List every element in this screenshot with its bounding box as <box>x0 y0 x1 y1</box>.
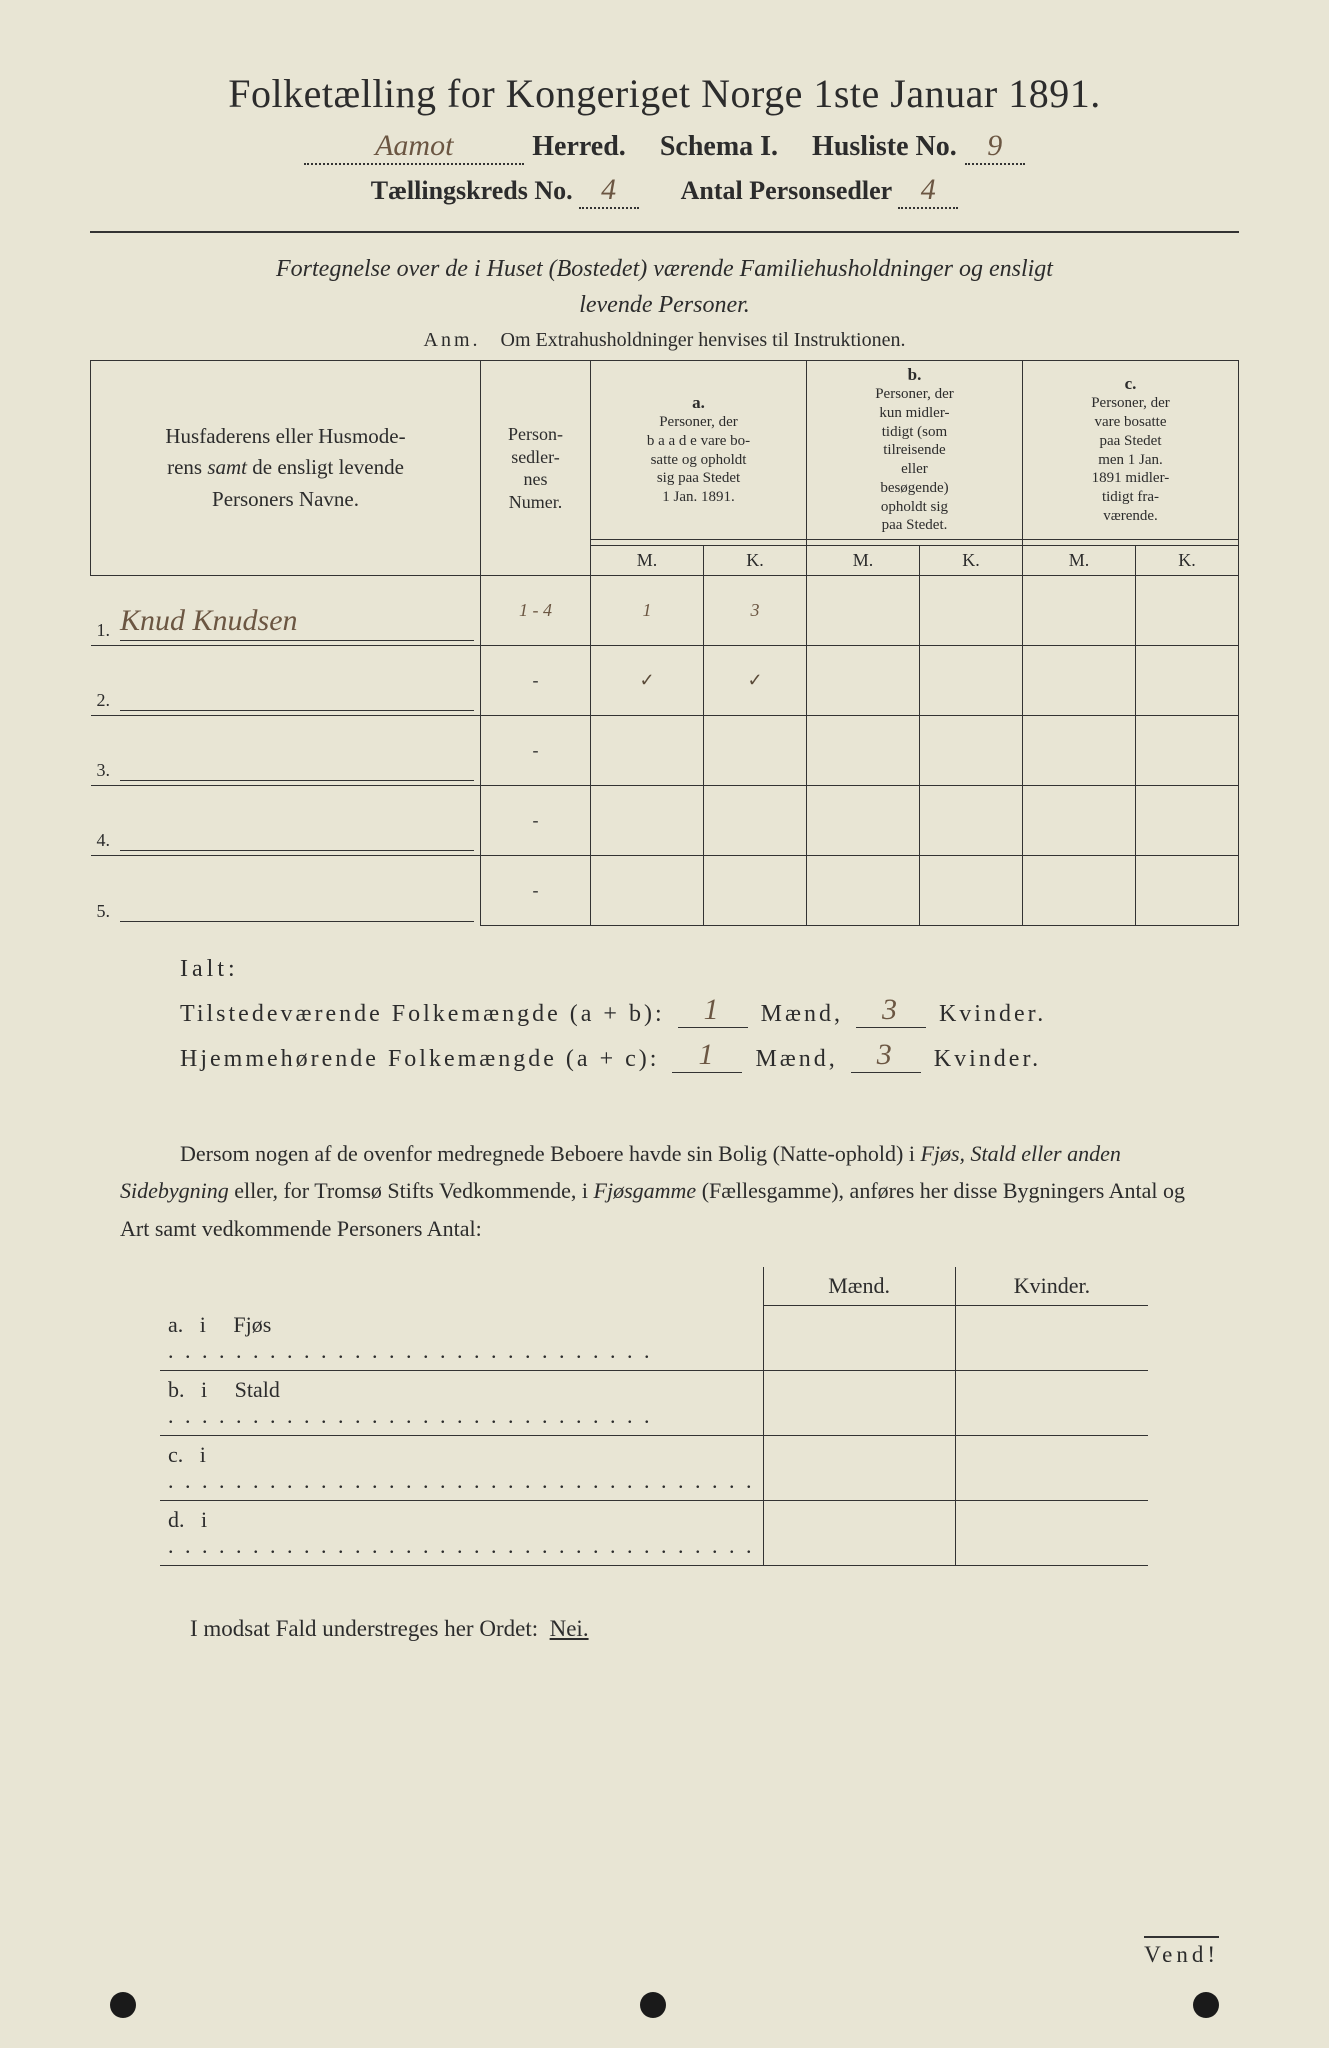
punch-hole-icon <box>1193 1992 1219 2018</box>
kreds-value: 4 <box>579 173 639 209</box>
nei-word: Nei. <box>550 1616 589 1641</box>
page-title: Folketælling for Kongeriget Norge 1ste J… <box>90 70 1239 117</box>
schema-label: Schema I. <box>660 131 778 163</box>
kreds-label: Tællingskreds No. <box>371 176 573 206</box>
husliste-value: 9 <box>965 129 1025 165</box>
col-b-k: K. <box>920 546 1023 576</box>
herred-value: Aamot <box>304 129 524 165</box>
side-row: b. i Stald . . . . . . . . . . . . . . .… <box>160 1370 1148 1435</box>
divider <box>90 231 1239 233</box>
side-building-table: Mænd. Kvinder. a. i Fjøs . . . . . . . .… <box>160 1267 1148 1566</box>
row-personnum: 1 - 4 <box>481 576 591 646</box>
subhead-line1: Fortegnelse over de i Huset (Bostedet) v… <box>276 256 1053 282</box>
row-num: 4. <box>97 830 111 851</box>
side-kvinder: Kvinder. <box>955 1267 1148 1306</box>
row-chk-m: ✓ <box>591 646 704 716</box>
col-a-m: M. <box>591 546 704 576</box>
herred-label: Herred. <box>532 131 626 163</box>
side-row: a. i Fjøs . . . . . . . . . . . . . . . … <box>160 1306 1148 1371</box>
row-num: 3. <box>97 760 111 781</box>
ialt-row-2: Hjemmehørende Folkemængde (a + c): 1 Mæn… <box>180 1040 1239 1075</box>
row-a-k: 3 <box>704 576 807 646</box>
col-header-c: c. Personer, dervare bosattepaa Stedetme… <box>1022 361 1238 540</box>
row-personnum: - <box>481 786 591 856</box>
table-row: 5. - <box>91 856 1239 926</box>
l1-m: 1 <box>678 993 748 1028</box>
side-row: c. i . . . . . . . . . . . . . . . . . .… <box>160 1435 1148 1500</box>
l2-m: 1 <box>672 1038 742 1073</box>
subheading: Fortegnelse over de i Huset (Bostedet) v… <box>90 251 1239 323</box>
antal-value: 4 <box>898 173 958 209</box>
col-a-k: K. <box>704 546 807 576</box>
household-table: Husfaderens eller Husmode-rens samt de e… <box>90 360 1239 926</box>
row-personnum: - <box>481 716 591 786</box>
row-a-m: 1 <box>591 576 704 646</box>
table-row: 3. - <box>91 716 1239 786</box>
row-name: Knud Knudsen <box>120 604 298 638</box>
census-form-page: Folketælling for Kongeriget Norge 1ste J… <box>0 0 1329 2048</box>
row-personnum: - <box>481 856 591 926</box>
row-personnum: - <box>481 646 591 716</box>
col-c-k: K. <box>1136 546 1239 576</box>
col-c-m: M. <box>1022 546 1135 576</box>
husliste-label: Husliste No. <box>812 131 957 163</box>
col-header-name: Husfaderens eller Husmode-rens samt de e… <box>91 361 481 576</box>
ialt-row-1: Tilstedeværende Folkemængde (a + b): 1 M… <box>180 995 1239 1030</box>
subhead-line2: levende Personer. <box>579 292 750 318</box>
col-header-a: a. Personer, derb a a d e vare bo-satte … <box>591 361 807 540</box>
row-num: 1. <box>97 620 111 641</box>
header-line-2: Tællingskreds No. 4 Antal Personsedler 4 <box>90 173 1239 209</box>
row-chk-k: ✓ <box>704 646 807 716</box>
side-maend: Mænd. <box>763 1267 955 1306</box>
totals-block: Ialt: Tilstedeværende Folkemængde (a + b… <box>180 956 1239 1075</box>
col-header-b: b. Personer, derkun midler-tidigt (somti… <box>806 361 1022 540</box>
vend-label: Vend! <box>1144 1936 1219 1968</box>
table-row: 1. Knud Knudsen 1 - 4 1 3 <box>91 576 1239 646</box>
side-building-paragraph: Dersom nogen af de ovenfor medregnede Be… <box>120 1135 1209 1247</box>
anm-prefix: Anm. <box>424 329 481 351</box>
nei-line: I modsat Fald understreges her Ordet: Ne… <box>190 1616 1239 1642</box>
row-num: 5. <box>97 901 111 922</box>
table-row: 2. - ✓ ✓ <box>91 646 1239 716</box>
l2-k: 3 <box>851 1038 921 1073</box>
punch-hole-icon <box>640 1992 666 2018</box>
l1-k: 3 <box>856 993 926 1028</box>
col-header-num: Person-sedler-nesNumer. <box>481 361 591 576</box>
row-num: 2. <box>97 690 111 711</box>
ialt-title: Ialt: <box>180 956 1239 983</box>
antal-label: Antal Personsedler <box>681 176 893 206</box>
table-row: 4. - <box>91 786 1239 856</box>
col-b-m: M. <box>806 546 919 576</box>
side-row: d. i . . . . . . . . . . . . . . . . . .… <box>160 1500 1148 1565</box>
header-line-1: Aamot Herred. Schema I. Husliste No. 9 <box>90 129 1239 165</box>
anm-note: Anm. Om Extrahusholdninger henvises til … <box>90 329 1239 352</box>
anm-text: Om Extrahusholdninger henvises til Instr… <box>501 329 906 351</box>
punch-hole-icon <box>110 1992 136 2018</box>
